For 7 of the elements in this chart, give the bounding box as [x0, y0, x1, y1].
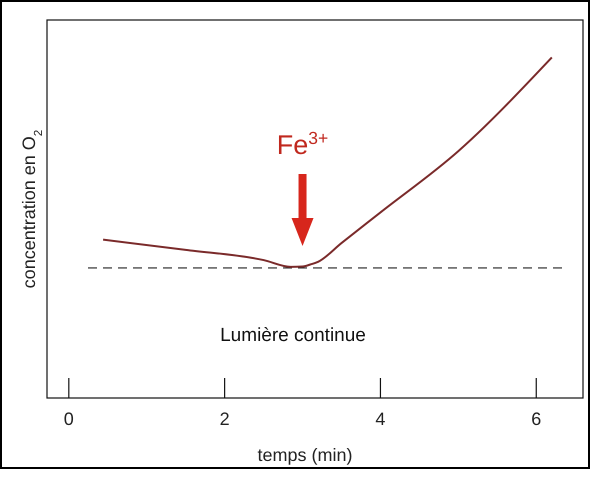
- annotation: Lumière continue: [220, 325, 366, 346]
- x-tick-label: 0: [64, 409, 74, 429]
- x-tick-label: 4: [375, 409, 386, 429]
- x-tick-label: 2: [220, 409, 230, 429]
- x-axis-title: temps (min): [257, 445, 353, 465]
- x-tick-label: 6: [531, 409, 542, 429]
- annotation: Fe$^{3+}$: [276, 128, 328, 160]
